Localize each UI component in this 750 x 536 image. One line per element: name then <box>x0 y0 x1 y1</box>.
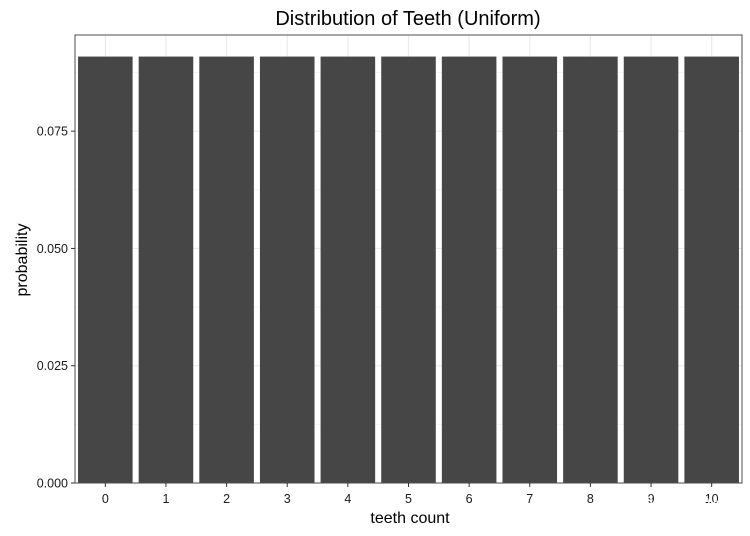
bar <box>623 56 679 484</box>
x-tick-label: 5 <box>405 492 412 506</box>
x-tick-label: 8 <box>587 492 594 506</box>
bar <box>199 56 254 484</box>
bar <box>563 56 618 484</box>
bar <box>259 56 315 484</box>
bar <box>441 56 497 484</box>
y-tick-label: 0.000 <box>37 477 68 491</box>
x-tick-label: 6 <box>466 492 473 506</box>
x-tick-label: 0 <box>102 492 109 506</box>
x-tick-label: 1 <box>162 492 169 506</box>
bar <box>320 56 376 484</box>
bar <box>138 56 194 484</box>
bar <box>684 56 739 484</box>
y-axis: 0.000 0.025 0.050 0.075 <box>37 125 75 491</box>
watermark: 知乎 @xtdx <box>635 494 733 516</box>
x-axis: 0 1 2 3 4 5 6 7 8 9 10 <box>102 483 719 506</box>
bars <box>78 56 739 484</box>
bar <box>502 56 558 484</box>
y-axis-label: probability <box>14 224 31 297</box>
y-tick-label: 0.075 <box>37 125 68 139</box>
x-tick-label: 3 <box>284 492 291 506</box>
bar <box>381 56 436 484</box>
chart-title: Distribution of Teeth (Uniform) <box>275 8 540 30</box>
bar <box>78 56 133 484</box>
x-axis-label: teeth count <box>370 510 450 527</box>
x-tick-label: 4 <box>344 492 351 506</box>
y-tick-label: 0.050 <box>37 242 68 256</box>
x-tick-label: 10 <box>705 492 719 506</box>
y-tick-label: 0.025 <box>37 359 68 373</box>
x-tick-label: 2 <box>223 492 230 506</box>
x-tick-label: 7 <box>526 492 533 506</box>
x-tick-label: 9 <box>648 492 655 506</box>
